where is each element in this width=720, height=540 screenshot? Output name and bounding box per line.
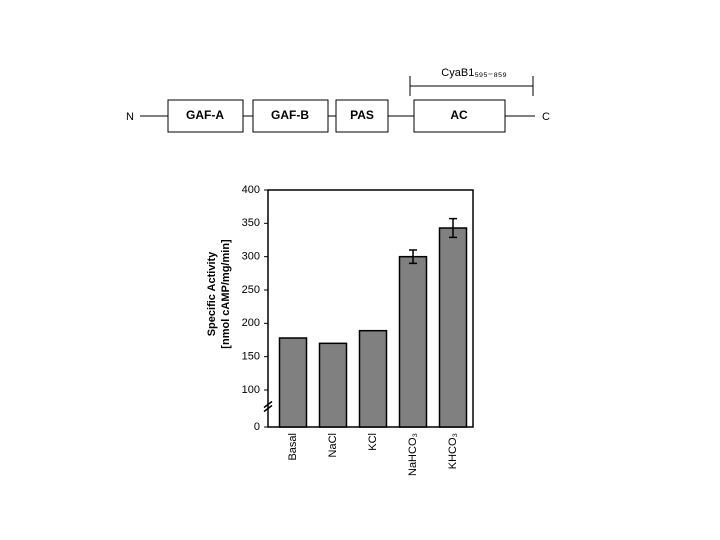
y-tick-label: 250 xyxy=(242,284,260,296)
bar xyxy=(358,329,388,428)
x-tick-label: KHCO₃ xyxy=(447,433,459,469)
n-terminus: N xyxy=(126,111,134,123)
bar xyxy=(278,337,308,428)
y-tick-label: 350 xyxy=(242,217,260,229)
domain-label: PAS xyxy=(350,108,374,122)
domain-label: AC xyxy=(450,108,468,122)
bar xyxy=(438,227,468,428)
domain-box xyxy=(335,99,389,133)
error-bar xyxy=(409,249,417,265)
y-tick-label: 100 xyxy=(242,384,260,396)
domain-box xyxy=(413,99,506,133)
y-tick-label: 0 xyxy=(254,421,260,433)
x-tick-label: KCl xyxy=(367,433,379,451)
x-tick-label: NaHCO₃ xyxy=(407,433,419,476)
y-tick-label: 300 xyxy=(242,251,260,263)
error-bar xyxy=(449,217,457,239)
y-tick-label: 200 xyxy=(242,317,260,329)
x-tick-label: Basal xyxy=(287,433,299,461)
domain-label: GAF-A xyxy=(186,108,224,122)
c-terminus: C xyxy=(542,111,550,123)
bar xyxy=(318,342,348,428)
y-axis-label: [nmol cAMP/mg/min] xyxy=(220,239,232,349)
x-tick-label: NaCl xyxy=(327,433,339,457)
y-tick-label: 400 xyxy=(242,184,260,196)
axis-break xyxy=(263,400,273,413)
y-axis-label: Specific Activity xyxy=(206,251,218,336)
y-tick-label: 150 xyxy=(242,351,260,363)
construct-label: CyaB1₅₉₅₋₈₅₉ xyxy=(441,67,506,79)
bar xyxy=(398,255,428,428)
domain-diagram xyxy=(140,76,535,133)
construct-bracket xyxy=(409,76,534,96)
domain-box xyxy=(252,99,329,133)
domain-box xyxy=(167,99,244,133)
domain-label: GAF-B xyxy=(271,108,309,122)
